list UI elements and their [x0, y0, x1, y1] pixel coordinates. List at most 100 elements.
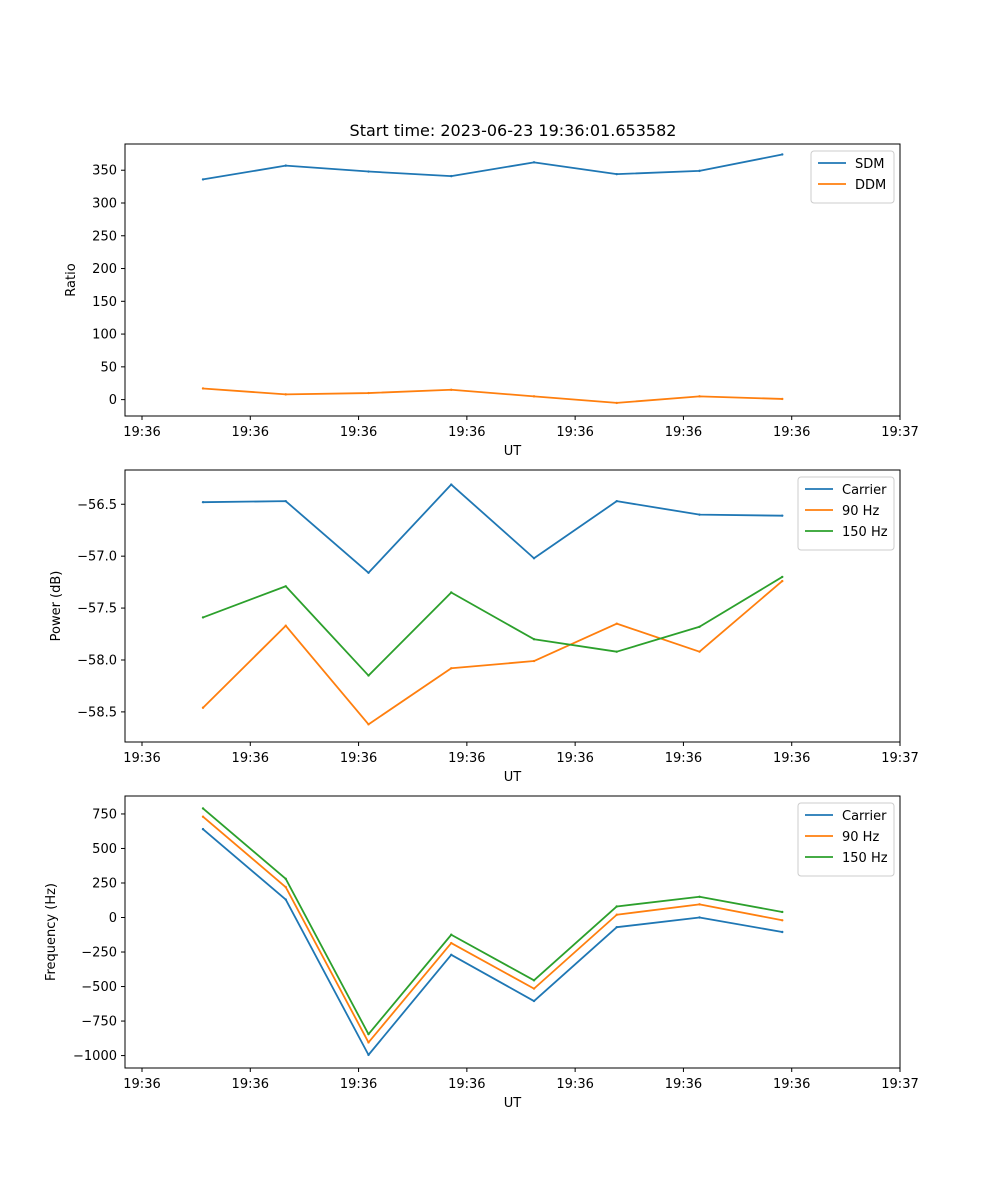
data-point — [284, 624, 287, 627]
x-tick-label: 19:36 — [232, 1077, 269, 1092]
x-axis-label: UT — [504, 444, 522, 459]
data-point — [450, 667, 453, 670]
x-tick-label: 19:36 — [123, 751, 160, 766]
x-tick-label: 19:36 — [556, 1077, 593, 1092]
x-tick-label: 19:36 — [665, 425, 702, 440]
data-point — [201, 178, 205, 181]
chart-panel-3: −1000 −750 −500 −250 0 250 500 750 19:36 19:36 19:… — [44, 795, 919, 1111]
x-tick-label: 19:37 — [881, 1077, 918, 1092]
data-point — [781, 514, 784, 517]
y-tick-label: 50 — [100, 360, 117, 375]
data-point — [781, 919, 784, 922]
y-tick-label: 200 — [92, 262, 117, 277]
data-point — [450, 591, 453, 594]
x-tick-label: 19:36 — [773, 751, 810, 766]
x-tick-label: 19:36 — [340, 1077, 377, 1092]
data-point — [284, 877, 287, 881]
data-point — [781, 930, 784, 934]
data-point — [615, 172, 618, 176]
chart-panel-1: 0 50 100 150 200 250 300 350 19:36 19:36 19:36 19:3… — [64, 143, 919, 459]
data-point — [532, 161, 536, 164]
legend-label: Carrier — [842, 483, 887, 498]
data-point — [284, 499, 287, 503]
y-tick-label: 500 — [92, 842, 117, 857]
legend-label: SDM — [855, 157, 884, 172]
y-tick-label: −58.5 — [77, 705, 117, 720]
y-tick-label: 350 — [92, 164, 117, 179]
y-tick-label: 100 — [92, 328, 117, 343]
series-line-sdm — [202, 153, 783, 181]
x-tick-label: 19:36 — [448, 425, 485, 440]
legend-label: 150 Hz — [842, 525, 888, 540]
x-tick-label: 19:36 — [448, 751, 485, 766]
x-tick-label: 19:36 — [773, 1077, 810, 1092]
legend-box — [810, 150, 895, 204]
data-point — [367, 1041, 370, 1044]
data-point — [284, 164, 287, 167]
data-point — [367, 571, 370, 574]
data-point — [450, 933, 453, 936]
data-point — [615, 905, 618, 908]
data-point — [615, 925, 618, 929]
data-point — [450, 953, 453, 956]
data-point — [367, 1032, 370, 1036]
data-point — [367, 391, 370, 395]
data-point — [532, 999, 536, 1003]
legend-label: Carrier — [842, 809, 887, 824]
series-line-150-hz — [202, 576, 783, 677]
x-tick-label: 19:36 — [556, 425, 593, 440]
x-tick-label: 19:36 — [665, 751, 702, 766]
y-tick-label: 0 — [109, 393, 117, 408]
data-point — [284, 885, 287, 889]
series-line-90-hz — [202, 816, 783, 1044]
data-point — [450, 941, 453, 945]
data-point — [201, 387, 205, 390]
data-point — [284, 585, 287, 588]
y-tick-label: 250 — [92, 876, 117, 891]
data-point — [615, 401, 618, 405]
data-point — [698, 625, 701, 628]
data-point — [450, 388, 453, 391]
plot-frame — [124, 469, 901, 743]
data-point — [781, 910, 784, 914]
data-point — [698, 513, 701, 516]
data-point — [781, 153, 784, 156]
legend-label: 90 Hz — [842, 830, 879, 845]
x-tick-label: 19:36 — [232, 751, 269, 766]
y-tick-label: −57.0 — [77, 550, 117, 565]
x-axis-label: UT — [504, 770, 522, 785]
data-point — [532, 987, 536, 990]
y-tick-label: 0 — [109, 911, 117, 926]
data-point — [201, 706, 205, 709]
legend: Carrier 90 Hz 150 Hz — [797, 476, 895, 551]
data-point — [367, 723, 370, 726]
data-point — [532, 659, 536, 663]
series-line-carrier — [202, 483, 783, 574]
data-point — [781, 397, 784, 401]
legend: Carrier 90 Hz 150 Hz — [797, 802, 895, 877]
data-point — [615, 499, 618, 503]
y-tick-label: 250 — [92, 229, 117, 244]
legend: SDM DDM — [810, 150, 895, 204]
x-tick-label: 19:36 — [340, 751, 377, 766]
x-tick-label: 19:36 — [773, 425, 810, 440]
series-line-carrier — [202, 828, 783, 1056]
chart-panel-2: −58.5 −58.0 −57.5 −57.0 −56.5 19:36 19:36 19:36… — [49, 469, 919, 785]
x-tick-label: 19:37 — [881, 751, 918, 766]
data-point — [615, 913, 618, 916]
x-axis-label: UT — [504, 1096, 522, 1111]
data-point — [367, 1053, 370, 1057]
data-point — [284, 898, 287, 901]
series-line-90-hz — [202, 580, 783, 726]
data-point — [615, 650, 618, 653]
legend-label: 90 Hz — [842, 504, 879, 519]
y-tick-label: 300 — [92, 196, 117, 211]
plot-frame — [124, 795, 901, 1069]
data-point — [201, 807, 205, 810]
data-point — [781, 575, 784, 579]
plot-frame — [124, 143, 901, 417]
x-tick-label: 19:36 — [232, 425, 269, 440]
legend-label: 150 Hz — [842, 851, 888, 866]
y-tick-label: −1000 — [73, 1049, 117, 1064]
